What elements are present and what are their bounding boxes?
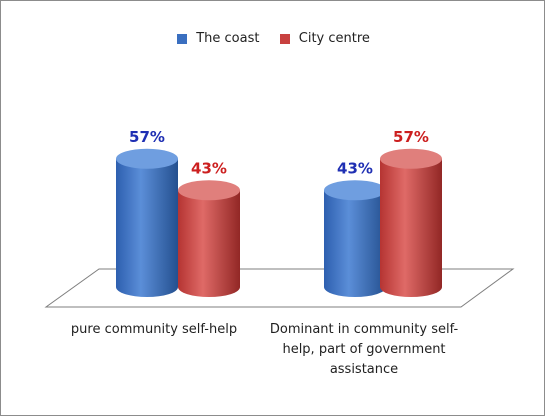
- bar-city-centre-1: [380, 148, 442, 297]
- bar-body: [380, 158, 442, 297]
- data-label-city-centre-0: 43%: [191, 159, 227, 177]
- bar-body: [116, 158, 178, 297]
- bar-the-coast-0: [116, 148, 178, 297]
- legend-swatch-city-centre: [279, 33, 290, 44]
- bar-city-centre-0: [178, 180, 240, 297]
- bar-body: [178, 190, 240, 297]
- data-label-the-coast-0: 57%: [129, 128, 165, 146]
- legend-label-the-coast: The coast: [196, 31, 260, 46]
- data-label-city-centre-1: 57%: [393, 128, 429, 146]
- legend-item-the-coast: The coast: [177, 31, 259, 46]
- bar-top: [380, 148, 442, 169]
- legend-label-city-centre: City centre: [298, 31, 370, 46]
- category-label-self-help: pure community self-help: [70, 322, 238, 337]
- category-label-government-assistance: Dominant in community self-help, part of…: [269, 322, 459, 377]
- legend-swatch-the-coast: [177, 33, 188, 44]
- bar-body: [324, 190, 386, 297]
- legend-item-city-centre: City centre: [279, 31, 370, 46]
- bar-top: [324, 180, 386, 201]
- bar-the-coast-1: [324, 180, 386, 297]
- data-label-the-coast-1: 43%: [337, 159, 373, 177]
- bar-top: [178, 180, 240, 201]
- bar-top: [116, 148, 178, 169]
- chart-legend: The coast City centre: [1, 31, 545, 46]
